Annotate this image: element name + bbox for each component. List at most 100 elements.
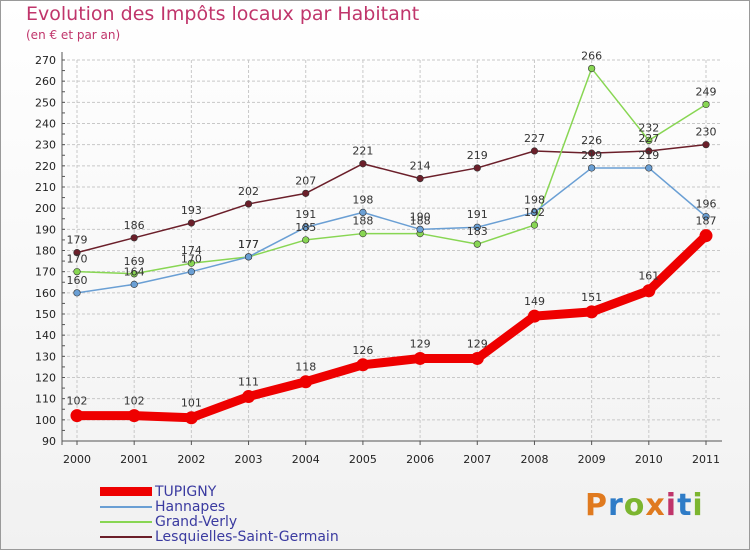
data-point-lesquielles-saint-germain (702, 141, 710, 149)
data-point-hannapes (645, 164, 653, 172)
data-point-hannapes (130, 280, 138, 288)
data-label-grand-verly: 266 (581, 49, 602, 62)
y-tick-label: 170 (35, 266, 56, 279)
data-label-lesquielles-saint-germain: 226 (581, 134, 602, 147)
data-point-grand-verly (130, 270, 138, 278)
data-point-grand-verly (473, 240, 481, 248)
data-label-lesquielles-saint-germain: 193 (181, 204, 202, 217)
data-point-lesquielles-saint-germain (416, 174, 424, 183)
data-label-tupigny: 129 (410, 337, 431, 350)
data-point-hannapes (302, 223, 310, 231)
data-label-hannapes: 160 (67, 274, 88, 287)
y-tick-label: 250 (35, 96, 56, 109)
x-tick-label: 2008 (520, 453, 548, 466)
data-label-lesquielles-saint-germain: 202 (238, 185, 259, 198)
grid-lines (62, 59, 722, 442)
data-point-grand-verly (530, 221, 539, 229)
data-label-hannapes: 190 (410, 210, 431, 223)
data-label-lesquielles-saint-germain: 179 (67, 234, 88, 247)
data-point-tupigny (184, 411, 198, 425)
data-point-lesquielles-saint-germain (473, 164, 481, 172)
y-tick-label: 180 (35, 245, 56, 258)
data-label-grand-verly: 232 (638, 121, 659, 134)
legend-swatch-hannapes (100, 505, 152, 508)
data-label-hannapes: 170 (181, 253, 202, 266)
data-point-hannapes (73, 289, 81, 297)
x-tick-label: 2004 (292, 453, 320, 466)
y-tick-label: 260 (35, 75, 56, 88)
data-label-lesquielles-saint-germain: 214 (410, 160, 431, 173)
data-label-lesquielles-saint-germain: 227 (524, 132, 545, 145)
data-label-grand-verly: 249 (696, 85, 717, 98)
legend-label-lesquielles: Lesquielles-Saint-Germain (155, 528, 339, 545)
data-point-grand-verly (645, 136, 653, 145)
data-point-hannapes (359, 208, 367, 216)
x-tick-label: 2000 (63, 453, 91, 466)
logo-letter: t (677, 488, 693, 523)
data-point-lesquielles-saint-germain (130, 234, 138, 242)
y-tick-label: 190 (35, 223, 56, 236)
y-tick-label: 270 (35, 54, 56, 67)
y-tick-label: 130 (35, 350, 56, 363)
data-point-tupigny (585, 305, 599, 319)
data-point-tupigny (70, 409, 84, 423)
series-line-lesquielles-saint-germain (76, 143, 707, 254)
data-point-hannapes (702, 213, 710, 221)
data-point-lesquielles-saint-germain (359, 160, 367, 168)
series-lines (70, 64, 713, 425)
legend-label-grand-verly: Grand-Verly (155, 513, 238, 530)
y-tick-label: 160 (35, 287, 56, 300)
x-tick-label: 2010 (635, 453, 663, 466)
logo-letter: x (645, 488, 666, 523)
data-point-tupigny (299, 375, 313, 389)
x-tick-label: 2007 (463, 453, 491, 466)
data-label-hannapes: 191 (295, 208, 316, 221)
y-tick-label: 240 (35, 118, 56, 131)
data-label-grand-verly: 174 (181, 244, 202, 257)
data-label-tupigny: 149 (524, 295, 545, 308)
data-point-grand-verly (588, 64, 596, 73)
data-label-lesquielles-saint-germain: 221 (352, 145, 373, 158)
data-label-tupigny: 161 (638, 270, 659, 283)
logo-letter: i (692, 488, 704, 523)
data-label-grand-verly: 185 (295, 221, 316, 234)
data-label-hannapes: 164 (124, 265, 145, 278)
logo-letter: i (665, 488, 678, 523)
series-line-grand-verly (76, 67, 707, 275)
legend-item-hannapes: Hannapes (100, 498, 226, 515)
logo-letter: r (608, 488, 624, 523)
data-point-grand-verly (702, 100, 710, 109)
x-tick-label: 2009 (578, 453, 606, 466)
x-tick-label: 2003 (235, 453, 263, 466)
legend-item-grand-verly: Grand-Verly (100, 513, 238, 530)
y-tick-label: 140 (35, 329, 56, 342)
x-tick-label: 2002 (177, 453, 205, 466)
legend-label-hannapes: Hannapes (155, 498, 226, 515)
data-label-hannapes: 191 (467, 208, 488, 221)
data-label-hannapes: 219 (638, 149, 659, 162)
data-point-lesquielles-saint-germain (302, 189, 310, 197)
x-tick-label: 2005 (349, 453, 377, 466)
y-tick-label: 90 (42, 435, 56, 448)
x-tick-label: 2011 (692, 453, 720, 466)
data-point-grand-verly (302, 236, 310, 244)
proxiti-logo: Proxiti (585, 488, 704, 523)
data-point-lesquielles-saint-germain (244, 200, 253, 208)
data-label-lesquielles-saint-germain: 207 (295, 174, 316, 187)
data-point-hannapes (473, 223, 481, 231)
legend-label-tupigny: TUPIGNY (155, 483, 217, 500)
y-tick-label: 220 (35, 160, 56, 173)
data-point-hannapes (187, 268, 195, 276)
data-label-grand-verly: 188 (352, 215, 373, 228)
y-tick-label: 210 (35, 181, 56, 194)
data-label-lesquielles-saint-germain: 186 (124, 219, 145, 232)
data-point-grand-verly (187, 259, 195, 267)
data-label-lesquielles-saint-germain: 227 (638, 132, 659, 145)
data-label-tupigny: 129 (467, 337, 488, 350)
logo-letter: o (623, 488, 646, 523)
data-point-lesquielles-saint-germain (645, 147, 653, 155)
legend-swatch-tupigny (100, 487, 152, 496)
y-tick-label: 110 (35, 393, 56, 406)
legend-item-lesquielles: Lesquielles-Saint-Germain (100, 528, 339, 545)
